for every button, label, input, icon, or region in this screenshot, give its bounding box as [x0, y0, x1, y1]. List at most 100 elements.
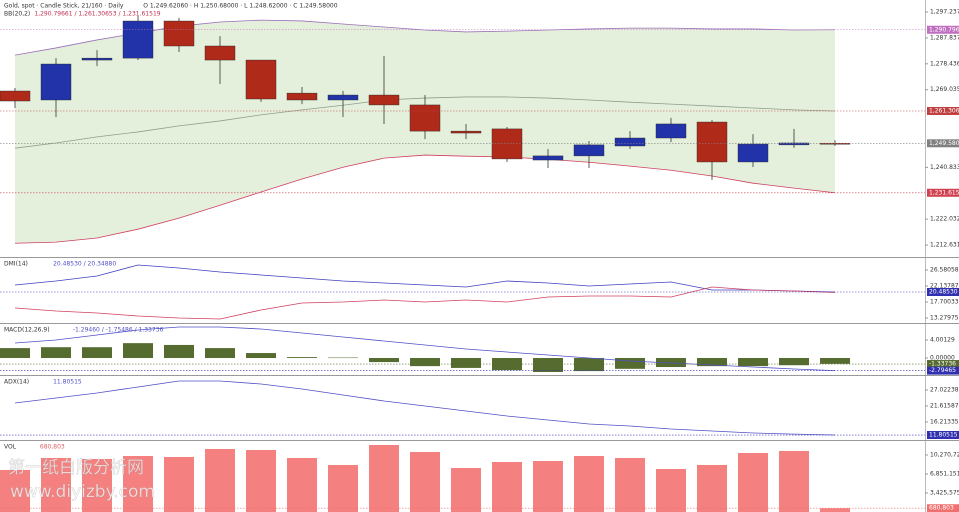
candle-body: [409, 104, 441, 132]
candle-body: [614, 137, 646, 147]
bar: [164, 456, 194, 512]
bar: [533, 358, 563, 372]
indicator-values: 680,803: [40, 444, 65, 451]
y-tick-label: 10,270,727: [930, 451, 959, 458]
panel: 10,270,727 6,851,151 3,425,575 680,803 VOL 68…: [0, 440, 959, 512]
candle-body: [573, 144, 605, 157]
bar: [123, 455, 153, 512]
marker-label: 680,803: [929, 505, 954, 512]
bar: [82, 347, 112, 359]
marker-label: -2.79465: [929, 367, 956, 374]
bar: [287, 357, 317, 359]
indicator-line: [14, 380, 836, 436]
y-tick-label: 1,297.23794: [930, 9, 959, 16]
candle-body: [327, 94, 359, 101]
bar: [656, 468, 686, 512]
bar: [451, 467, 481, 512]
indicator-values: 20.48530 / 20.34880: [53, 261, 116, 268]
candle-body: [696, 121, 728, 163]
bar: [246, 449, 276, 512]
bar: [779, 450, 809, 512]
bar: [820, 358, 850, 364]
panel: 27.02238 21.61587 16.21335 11.80515 ADX(14) 1…: [0, 375, 959, 440]
candle-body: [532, 155, 564, 161]
bar: [738, 452, 768, 512]
marker-box: [927, 366, 959, 375]
marker-box: [927, 25, 959, 34]
candle-body: [286, 92, 318, 101]
marker-box: [927, 188, 959, 197]
bar: [205, 348, 235, 359]
y-tick-label: 0.00000: [930, 355, 955, 362]
bar: [41, 457, 71, 512]
y-tick-label: 26.58058: [930, 266, 959, 273]
candle-body: [450, 130, 482, 134]
marker-label: -1.33736: [929, 361, 956, 368]
bar: [0, 469, 30, 512]
bar: [41, 347, 71, 359]
y-tick-label: 13.27975: [930, 315, 959, 322]
candle-body: [0, 90, 31, 102]
y-tick-label: 3,425,575: [930, 489, 959, 496]
bar: [369, 444, 399, 512]
bar: [533, 460, 563, 512]
panel-title: Gold, spot · Candle Stick, 21/160 · Dail…: [4, 3, 124, 10]
marker-label: 1,261.30653: [929, 107, 959, 114]
bar: [0, 348, 30, 359]
bar: [615, 457, 645, 512]
marker-label: 1,290.79661: [929, 26, 959, 33]
bar: [205, 448, 235, 512]
indicator-values: 1,290.79661 / 1,261.30653 / 1,231.61519: [34, 11, 160, 18]
y-tick-label: 27.02238: [930, 386, 959, 393]
candle-body: [655, 123, 687, 139]
y-tick-label: 1,287.83727: [930, 34, 959, 41]
bar: [164, 344, 194, 359]
panel-title: MACD(12,26,9): [4, 327, 50, 334]
marker-label: 20.48530: [929, 288, 958, 295]
y-tick-label: 1,212.63191: [930, 242, 959, 249]
indicator-line: [14, 326, 836, 372]
bar: [492, 461, 522, 512]
bar: [287, 457, 317, 512]
candle-body: [40, 63, 72, 101]
marker-label: 1,231.61519: [929, 189, 959, 196]
candle-body: [778, 142, 810, 146]
panel-title: DMI(14): [4, 261, 28, 268]
candle-body: [491, 128, 523, 160]
bar: [328, 357, 358, 359]
candle-body: [163, 20, 195, 47]
candle-body: [81, 57, 113, 61]
y-tick-label: 6,851,151: [930, 470, 959, 477]
indicator-values: 11.80515: [53, 379, 82, 386]
bar: [410, 451, 440, 512]
bar: [574, 358, 604, 372]
bar: [123, 343, 153, 359]
y-tick-label: 21.61587: [930, 402, 959, 409]
bar: [369, 358, 399, 363]
candle-body: [122, 20, 154, 59]
bar: [328, 464, 358, 512]
y-tick-label: 17.70033: [930, 299, 959, 306]
indicator-values: -1.29460 / -1.75486 / 1.33736: [73, 327, 164, 334]
marker-box: [927, 431, 959, 440]
bar: [246, 353, 276, 359]
bar: [656, 358, 686, 368]
marker-box: [927, 360, 959, 369]
indicator-name: BB(20,2): [4, 11, 30, 18]
bar: [697, 358, 727, 367]
bar: [574, 455, 604, 512]
panel: 26.58058 22.13787 17.70033 13.27975 20.48530…: [0, 257, 959, 322]
bar: [410, 358, 440, 367]
y-tick-label: 22.13787: [930, 283, 959, 290]
bar: [820, 508, 850, 512]
marker-label: 11.80515: [929, 432, 958, 439]
y-tick-label: 1,222.03258: [930, 216, 959, 223]
panel-subtitle: O 1,249.62060 · H 1,250.68000 · L 1,248.…: [143, 3, 337, 10]
y-tick-label: 1,278.43660: [930, 60, 959, 67]
indicator-line: [14, 264, 836, 293]
bar: [738, 358, 768, 367]
marker-box: [927, 139, 959, 148]
band-line: [14, 154, 836, 244]
bar: [697, 464, 727, 512]
